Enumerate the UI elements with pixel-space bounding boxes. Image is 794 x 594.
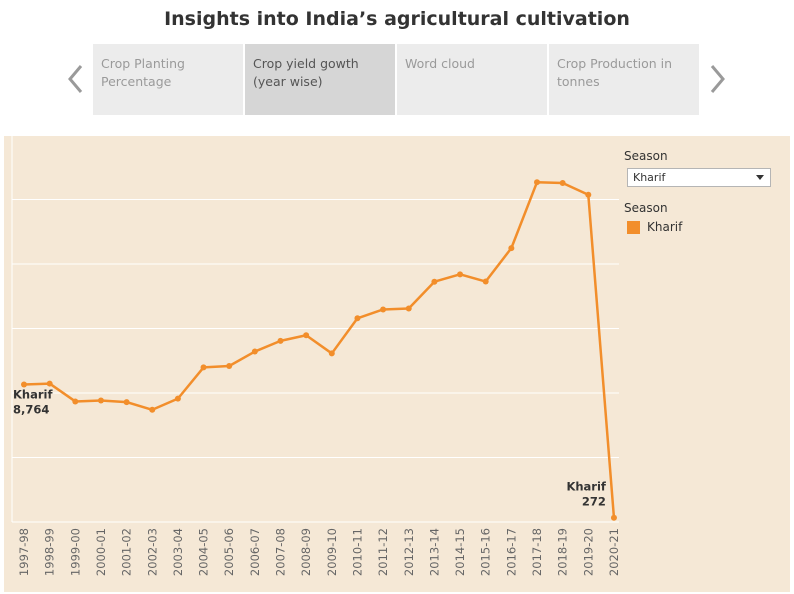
x-tick-label: 2001-02 [120,528,134,576]
x-tick-label: 2014-15 [453,528,467,576]
data-point [508,245,515,252]
data-point [534,179,540,186]
x-tick-label: 2010-11 [350,528,364,576]
data-point [610,514,617,521]
data-point [21,381,27,388]
x-tick-label: 2019-20 [581,528,595,576]
data-point [328,350,335,357]
legend-label-kharif: Kharif [647,220,683,234]
data-label-last: Kharif 272 [566,480,606,509]
series-line-kharif [23,180,616,518]
data-point [277,337,284,344]
x-tick-label: 2005-06 [222,528,236,576]
x-tick-label: 1998-99 [43,528,57,576]
data-label-line: Kharif [566,480,606,494]
x-tick-label: 2008-09 [299,528,313,576]
data-point [457,271,464,278]
x-tick-label: 2013-14 [427,528,441,576]
x-tick-label: 1997-98 [17,528,31,576]
data-label-line: Kharif [13,387,53,401]
legend-swatch-kharif [627,221,640,234]
x-tick-label: 2016-17 [504,528,518,576]
data-point [46,380,53,387]
x-tick-label: 2015-16 [479,528,493,576]
data-point [380,306,387,313]
x-tick-label: 1999-00 [68,528,82,576]
chevron-down-icon [756,175,764,180]
line-chart: 1997-98 1998-99 1999-00 2000-01 2001-02 2002-… [11,136,621,576]
data-point [405,305,412,312]
season-dropdown-value: Kharif [633,171,666,184]
tab-word-cloud[interactable]: Word cloud [397,44,547,115]
data-point [123,399,130,406]
season-dropdown[interactable]: Kharif [627,168,771,187]
data-point [585,191,592,198]
x-tick-label: 2000-01 [94,528,108,576]
data-point [482,278,489,285]
chevron-right-icon[interactable] [706,62,728,96]
tab-crop-planting-percentage[interactable]: Crop Planting Percentage [93,44,243,115]
data-point [354,315,361,322]
data-label-line: 272 [582,495,606,509]
data-point [303,332,310,339]
data-label-first: Kharif 8,764 [13,387,53,416]
x-tick-label: 2012-13 [402,528,416,576]
tab-crop-yield-growth[interactable]: Crop yield gowth (year wise) [245,44,395,115]
x-tick-label: 2017-18 [530,528,544,576]
tab-crop-production[interactable]: Crop Production in tonnes [549,44,699,115]
x-tick-label: 2003-04 [171,528,185,576]
data-label-line: 8,764 [13,402,49,416]
data-point [431,278,438,285]
x-tick-label: 2006-07 [248,528,262,576]
data-point [174,395,181,402]
x-tick-label: 2011-12 [376,528,390,576]
x-tick-label: 2004-05 [197,528,211,576]
x-tick-label: 2009-10 [325,528,339,576]
data-point [226,362,233,369]
page-title: Insights into India’s agricultural culti… [164,8,630,30]
chart-panel: 1997-98 1998-99 1999-00 2000-01 2001-02 2002-… [4,136,790,592]
data-point [559,179,566,186]
data-point [200,364,207,371]
x-tick-label: 2002-03 [145,528,159,576]
chevron-left-icon[interactable] [65,62,87,96]
data-point [97,397,104,404]
data-point [251,348,258,355]
x-tick-label: 2020-21 [607,528,621,576]
legend-title: Season [624,201,668,215]
x-tick-label: 2018-19 [556,528,570,576]
data-point [149,406,156,413]
filter-title: Season [624,149,668,163]
data-point [72,398,79,405]
x-tick-label: 2007-08 [274,528,288,576]
